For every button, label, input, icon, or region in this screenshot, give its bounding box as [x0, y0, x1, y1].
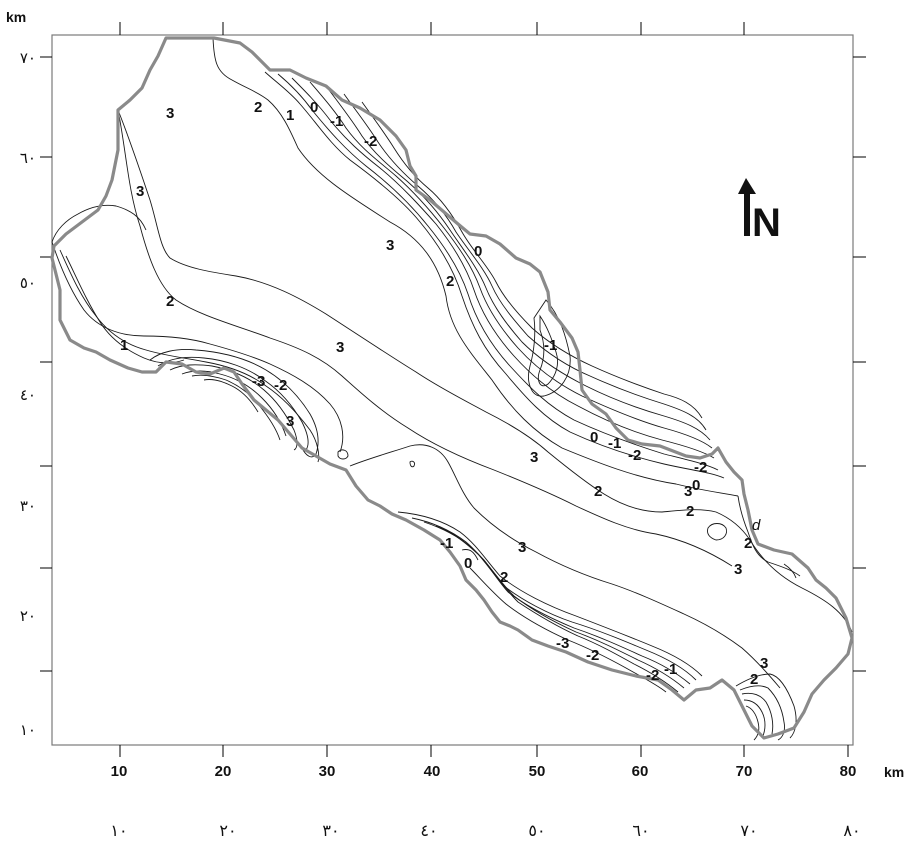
contour-label: 2	[446, 273, 454, 290]
contour-label: 2	[750, 671, 758, 688]
contour-lines	[51, 37, 853, 741]
y-tick-label: ٧٠	[20, 49, 36, 67]
x-tick-label: 10	[111, 763, 128, 780]
contour-label: -3	[556, 635, 569, 652]
contour-label: d	[752, 517, 761, 534]
contour-label: 3	[166, 105, 174, 122]
x-tick-label: 30	[319, 763, 336, 780]
contour-labels: 3 2 1 0 -1 -2 3 3 2 1 3 -2 -3 3 3 2 0 -1…	[120, 99, 768, 688]
contour-label: 0	[692, 477, 700, 494]
contour-label: 1	[286, 107, 294, 124]
x-tick-label-arabic: ٢٠	[219, 821, 236, 840]
y-tick-label: ٣٠	[20, 497, 36, 515]
contour-label: -2	[586, 647, 599, 664]
contour-label: 2	[594, 483, 602, 500]
contour-label: -2	[274, 377, 287, 394]
y-unit-label: km	[6, 9, 26, 25]
contour-label: 3	[336, 339, 344, 356]
x-unit-label: km	[884, 764, 904, 780]
x-tick-label-arabic: ٦٠	[632, 821, 649, 840]
y-tick-label: ٤٠	[20, 386, 36, 404]
contour-label: 3	[386, 237, 394, 254]
contour-label: 2	[166, 293, 174, 310]
tick-marks	[40, 22, 866, 757]
x-tick-label-arabic: ٤٠	[420, 821, 437, 840]
contour-label: 0	[310, 99, 318, 116]
north-label: N	[752, 201, 781, 245]
x-tick-label-arabic: ٧٠	[740, 821, 757, 840]
contour-label: 2	[254, 99, 262, 116]
x-tick-labels-arabic: ١٠ ٢٠ ٣٠ ٤٠ ٥٠ ٦٠ ٧٠ ٨٠	[110, 821, 860, 840]
contour-label: 0	[590, 429, 598, 446]
contour-label: 0	[464, 555, 472, 572]
contour-label: 3	[530, 449, 538, 466]
x-tick-label-arabic: ٥٠	[528, 821, 545, 840]
contour-label: -1	[330, 113, 343, 130]
x-tick-label-arabic: ٨٠	[843, 821, 860, 840]
north-arrow: N	[738, 178, 781, 245]
y-tick-label: ٥٠	[20, 274, 36, 292]
contour-label: 2	[686, 503, 694, 520]
y-tick-label: ١٠	[20, 721, 36, 739]
map-frame	[51, 34, 854, 746]
contour-label: 2	[500, 569, 508, 586]
x-tick-label: 60	[632, 763, 649, 780]
contour-label: 3	[734, 561, 742, 578]
contour-label: 2	[744, 535, 752, 552]
x-tick-label: 70	[736, 763, 753, 780]
contour-label: -1	[608, 435, 621, 452]
contour-label: 3	[286, 413, 294, 430]
y-tick-labels: ٧٠ ٦٠ ٥٠ ٤٠ ٣٠ ٢٠ ١٠	[20, 49, 36, 739]
contour-label: -2	[646, 667, 659, 684]
x-tick-label-arabic: ٣٠	[322, 821, 339, 840]
contour-label: -2	[628, 447, 641, 464]
x-tick-label: 50	[529, 763, 546, 780]
contour-label: 3	[518, 539, 526, 556]
contour-label: -2	[694, 459, 707, 476]
contour-label: 0	[474, 243, 482, 260]
x-tick-labels: 10 20 30 40 50 60 70 80	[111, 763, 857, 780]
basin-boundary	[50, 36, 854, 740]
contour-label: 3	[136, 183, 144, 200]
x-tick-label-arabic: ١٠	[110, 821, 127, 840]
contour-label: -1	[440, 535, 453, 552]
x-tick-label: 20	[215, 763, 232, 780]
contour-label: 1	[120, 337, 128, 354]
contour-label: -1	[544, 337, 557, 354]
x-tick-label: 80	[840, 763, 857, 780]
north-arrow-icon	[738, 178, 756, 236]
y-tick-label: ٦٠	[20, 149, 36, 167]
y-tick-label: ٢٠	[20, 607, 36, 625]
contour-label: -1	[664, 661, 677, 678]
contour-label: 3	[684, 483, 692, 500]
contour-label: 3	[760, 655, 768, 672]
x-tick-label: 40	[424, 763, 441, 780]
contour-label: -2	[364, 133, 377, 150]
contour-label: -3	[252, 373, 265, 390]
